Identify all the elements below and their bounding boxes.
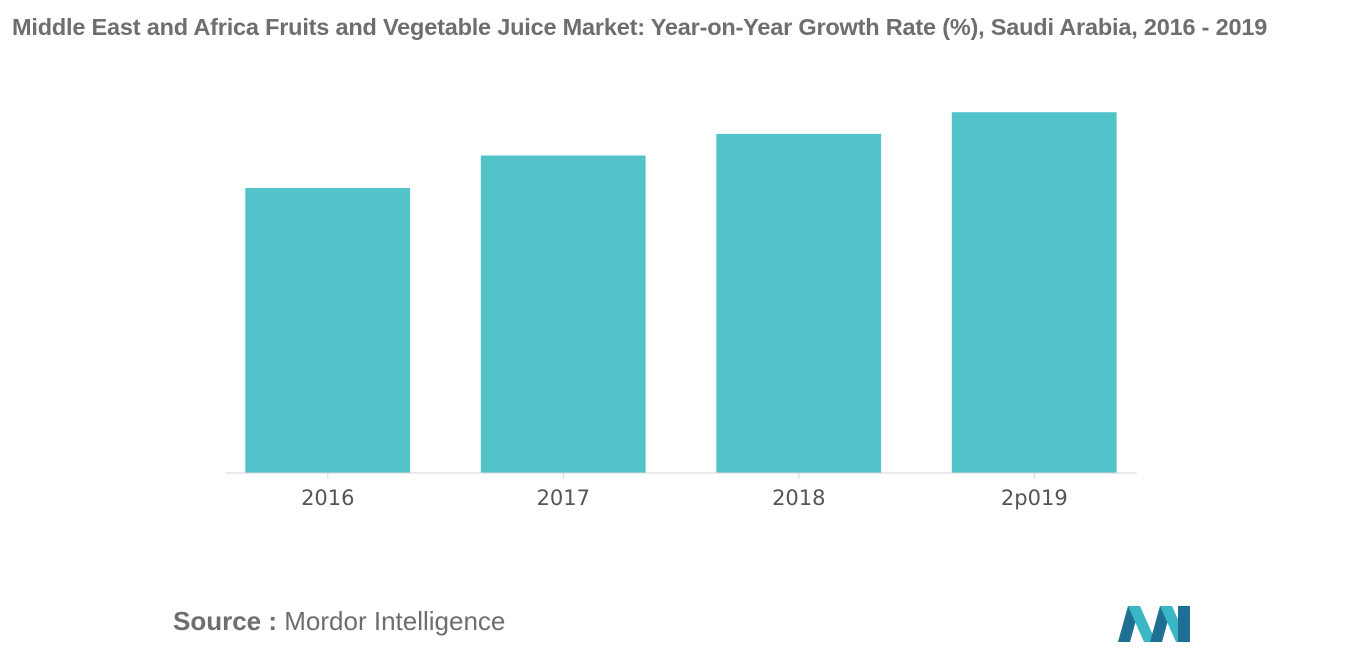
x-tick-label-3: 2p019 [1001,486,1068,510]
ticks-group: 2016 2017 2018 2p019 [301,473,1068,510]
source-value: Mordor Intelligence [284,606,506,636]
bar-2 [716,133,882,473]
x-tick-label-0: 2016 [301,486,354,510]
chart-title: Middle East and Africa Fruits and Vegeta… [12,14,1268,40]
bar-1 [480,155,646,473]
x-tick-label-1: 2017 [537,486,590,510]
bar-0 [245,188,411,473]
source-note: Source : Mordor Intelligence [173,606,505,637]
x-tick-label-2: 2018 [772,486,825,510]
bar-3 [951,112,1117,473]
mordor-intelligence-logo-icon [1118,606,1190,642]
bars-group [245,112,1117,473]
source-label: Source : [173,606,278,636]
